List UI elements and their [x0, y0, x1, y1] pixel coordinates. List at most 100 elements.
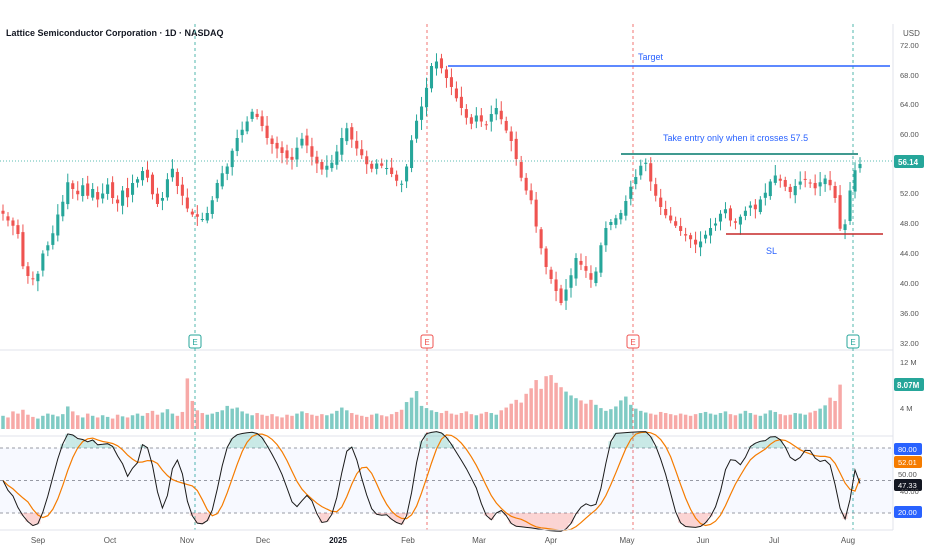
- candle-body: [241, 130, 244, 135]
- volume-bar: [36, 419, 39, 429]
- candle-body: [714, 224, 717, 226]
- candle-body: [300, 139, 303, 146]
- stoch-oversold-fill: [195, 513, 200, 523]
- candle-body: [330, 163, 333, 168]
- candle-body: [216, 183, 219, 198]
- volume-bar: [390, 414, 393, 429]
- volume-bar: [749, 413, 752, 429]
- volume-bar: [345, 410, 348, 429]
- volume-bar: [669, 414, 672, 429]
- candle-body: [420, 107, 423, 120]
- candle-body: [246, 122, 249, 132]
- candle-body: [126, 188, 129, 197]
- volume-bar: [265, 416, 268, 429]
- stoch-overbought-fill: [429, 432, 434, 448]
- volume-bar: [719, 413, 722, 429]
- candle-body: [649, 163, 652, 181]
- volume-bar: [435, 412, 438, 429]
- candle-body: [839, 195, 842, 229]
- candle-body: [853, 170, 856, 191]
- stoch-upper-value: 80.00: [898, 445, 917, 454]
- volume-bar: [295, 414, 298, 429]
- volume-bar: [365, 417, 368, 429]
- volume-bar: [445, 411, 448, 429]
- volume-bar: [504, 408, 507, 429]
- price-tick: 32.00: [900, 339, 919, 348]
- candle-body: [515, 139, 518, 159]
- last-price-value: 56.14: [898, 158, 919, 167]
- stoch-overbought-fill: [65, 434, 70, 448]
- candle-body: [779, 179, 782, 181]
- time-axis: Sep Oct Nov Dec 2025 Feb Mar Apr May Jun…: [31, 536, 855, 545]
- time-tick: Dec: [256, 536, 270, 545]
- volume-bar: [774, 412, 777, 429]
- volume-bar: [664, 413, 667, 429]
- candle-body: [196, 214, 199, 217]
- volume-bar: [11, 411, 14, 429]
- volume-bar: [639, 411, 642, 429]
- volume-bar: [275, 416, 278, 429]
- candle-body: [430, 66, 433, 88]
- volume-bar: [813, 411, 816, 429]
- time-tick-year: 2025: [329, 536, 347, 545]
- candle-body: [31, 278, 34, 279]
- volume-bar: [116, 415, 119, 429]
- candle-body: [66, 182, 69, 204]
- candle-body: [131, 183, 134, 195]
- candle-body: [285, 150, 288, 158]
- volume-bar: [136, 414, 139, 429]
- volume-bar: [475, 415, 478, 429]
- candle-body: [470, 117, 473, 123]
- candle-body: [704, 235, 707, 239]
- volume-bar: [808, 413, 811, 430]
- volume-bar: [460, 413, 463, 429]
- stoch-overbought-fill: [638, 432, 643, 448]
- candle-body: [166, 179, 169, 197]
- stoch-overbought-fill: [648, 437, 653, 448]
- stoch-overbought-fill: [778, 440, 783, 448]
- volume-bar: [599, 408, 602, 429]
- candle-body: [206, 213, 209, 220]
- volume-bar: [524, 394, 527, 429]
- volume-bar: [559, 387, 562, 429]
- volume-bar: [355, 415, 358, 429]
- volume-bar: [56, 416, 59, 429]
- volume-bar: [838, 385, 841, 429]
- candle-body: [360, 149, 363, 155]
- candle-body: [669, 216, 672, 221]
- candle-body: [475, 116, 478, 122]
- candle-body: [644, 163, 647, 164]
- time-tick: Jul: [769, 536, 779, 545]
- volume-bar: [250, 415, 253, 429]
- volume-bar: [614, 406, 617, 429]
- volume-bar: [405, 402, 408, 429]
- time-tick: Nov: [180, 536, 194, 545]
- candle-body: [435, 62, 438, 69]
- volume-bar: [784, 415, 787, 429]
- candle-body: [764, 193, 767, 198]
- volume-bar: [579, 400, 582, 429]
- candle-body: [86, 184, 89, 196]
- candle-body: [729, 208, 732, 220]
- candle-body: [560, 288, 563, 303]
- volume-bar: [360, 416, 363, 429]
- volume-bar: [6, 417, 9, 429]
- earnings-letter: E: [192, 338, 197, 347]
- volume-bar: [106, 417, 109, 429]
- volume-bar: [709, 414, 712, 429]
- candle-body: [71, 183, 74, 189]
- volume-bar: [196, 410, 199, 429]
- currency-label: USD: [903, 29, 920, 38]
- volume-bar: [420, 406, 423, 429]
- volume-bar: [21, 410, 24, 429]
- candle-body: [176, 172, 179, 186]
- candle-body: [440, 58, 443, 68]
- candle-body: [679, 226, 682, 231]
- candle-body: [709, 228, 712, 236]
- volume-bars: [1, 375, 842, 429]
- candle-body: [599, 245, 602, 272]
- candle-body: [400, 184, 403, 185]
- candle-body: [734, 221, 737, 222]
